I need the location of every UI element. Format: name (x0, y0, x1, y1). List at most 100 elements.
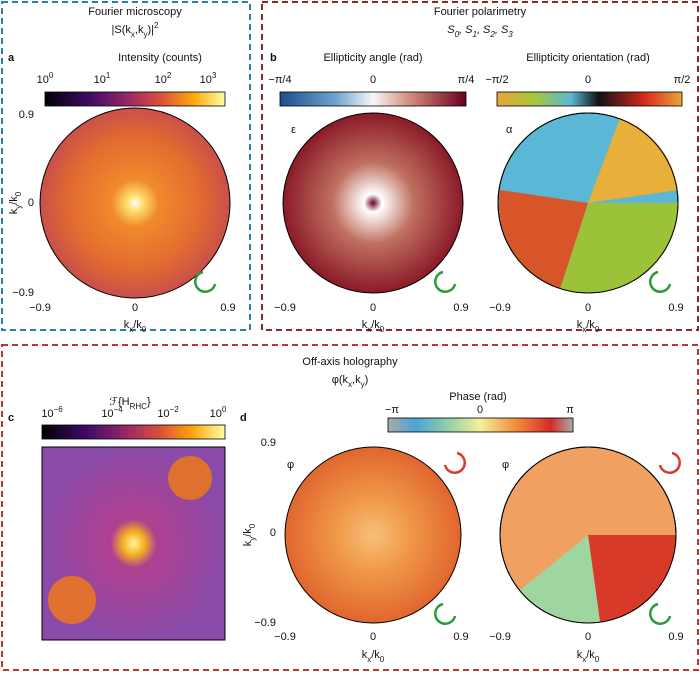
arrow (434, 270, 457, 293)
subscript: 1 (472, 30, 476, 39)
panel-letter: a (8, 52, 15, 64)
colorbar-tick-label: −π/4 (268, 74, 291, 86)
sideband (168, 456, 212, 500)
text-part: /k (242, 528, 254, 537)
subscript: x (367, 655, 371, 664)
subscript: x (131, 30, 135, 39)
phase-map (284, 446, 462, 624)
subscript: x (582, 655, 586, 664)
panel-subtitle: φ(kx,ky) (332, 374, 369, 389)
subscript: 0 (595, 325, 600, 334)
x-tick-label: 0 (132, 302, 138, 314)
text-part: /k (8, 196, 20, 205)
colorbar-tick-label: π/2 (674, 74, 691, 86)
colorbar-tick-label: π (566, 404, 574, 416)
map-border (497, 112, 679, 294)
colorbars (41, 91, 683, 440)
panel-letter: c (8, 412, 14, 424)
colorbar-tick-label: 10−2 (157, 405, 179, 420)
y-tick-label: 0 (270, 527, 276, 539)
x-axis-label: kx/k0 (577, 649, 600, 664)
orientation-region (498, 190, 588, 289)
subscript: 0 (380, 325, 385, 334)
x-tick-label: 0 (585, 631, 591, 643)
text-part: 10 (101, 408, 113, 420)
colorbar-tick-label: −π (385, 404, 399, 416)
subscript: x (129, 325, 133, 334)
subscript: 2 (489, 30, 495, 39)
subscript: RHC (130, 402, 148, 411)
text-part: , S (495, 24, 509, 36)
text-part: ,k (352, 374, 361, 386)
text-part: k (577, 649, 583, 661)
colorbar-tick-label: 103 (200, 71, 217, 86)
text-part: ) (365, 374, 369, 386)
map-symbol: φ (287, 459, 294, 471)
colorbar-tick-label: 10−4 (101, 405, 123, 420)
text-part: )| (147, 24, 154, 36)
x-axis-label: kx/k0 (124, 319, 147, 334)
text-part: 10 (157, 408, 169, 420)
text-part: /k (133, 319, 142, 331)
frame-a (1, 1, 251, 331)
y-axis-label: ky/k0 (242, 523, 257, 546)
subscript: y (14, 205, 23, 209)
text-part: 10 (41, 408, 53, 420)
panel-subtitle: S0, S1, S2, S3 (447, 24, 513, 39)
panel-letter: d (240, 412, 247, 424)
superscript: 2 (154, 21, 159, 30)
panel-title: Off-axis holography (302, 356, 398, 368)
colorbar-tick-label: 0 (477, 404, 483, 416)
subscript: 0 (142, 325, 147, 334)
panel-title: Fourier polarimetry (434, 6, 527, 18)
colorbar (44, 91, 226, 107)
x-tick-label: −0.9 (29, 302, 51, 314)
map-border (499, 446, 677, 624)
panel-letter: b (270, 52, 277, 64)
text-part: ℱ{H (109, 396, 129, 408)
orientation-region (560, 203, 679, 294)
text-part: k (242, 540, 254, 546)
colorbar-label: Ellipticity orientation (rad) (526, 52, 650, 64)
subscript: 0 (455, 30, 460, 39)
colorbar-tick-label: −π/2 (485, 74, 508, 86)
text-part: 10 (155, 74, 167, 86)
superscript: 3 (212, 71, 217, 80)
text-part: k (124, 319, 130, 331)
colorbar-label: Intensity (counts) (118, 52, 202, 64)
x-tick-label: 0.9 (668, 302, 683, 314)
text-part: /k (371, 649, 380, 661)
arrow (194, 270, 217, 293)
phase-region (588, 535, 676, 622)
panel-title: Fourier microscopy (88, 6, 182, 18)
subscript: 0 (380, 655, 385, 664)
text-part: ,k (135, 24, 144, 36)
y-axis-label: ky/k0 (8, 191, 23, 214)
text-part: φ(k (332, 374, 349, 386)
map-symbol: φ (502, 459, 509, 471)
colorbar (279, 91, 467, 107)
subscript: x (348, 380, 352, 389)
text-part: , S (459, 24, 473, 36)
y-tick-label: 0.9 (19, 109, 34, 121)
subscript: y (143, 30, 147, 39)
subscript: x (367, 325, 371, 334)
y-tick-label: −0.9 (12, 287, 34, 299)
text-part: /k (586, 319, 595, 331)
arrow (649, 602, 672, 625)
text-part: k (362, 319, 368, 331)
colorbar-tick-label: 0 (585, 74, 591, 86)
text-part: /k (371, 319, 380, 331)
subscript: 0 (14, 191, 23, 196)
map-symbol: ε (291, 124, 296, 136)
x-tick-label: 0.9 (453, 631, 468, 643)
subscript: x (582, 325, 586, 334)
text-part: k (8, 208, 20, 214)
arrow (434, 602, 457, 625)
x-tick-label: 0.9 (220, 302, 235, 314)
subscript: y (361, 380, 365, 389)
y-tick-label: 0 (28, 197, 34, 209)
superscript: 0 (222, 405, 227, 414)
intensity-map (39, 107, 231, 299)
